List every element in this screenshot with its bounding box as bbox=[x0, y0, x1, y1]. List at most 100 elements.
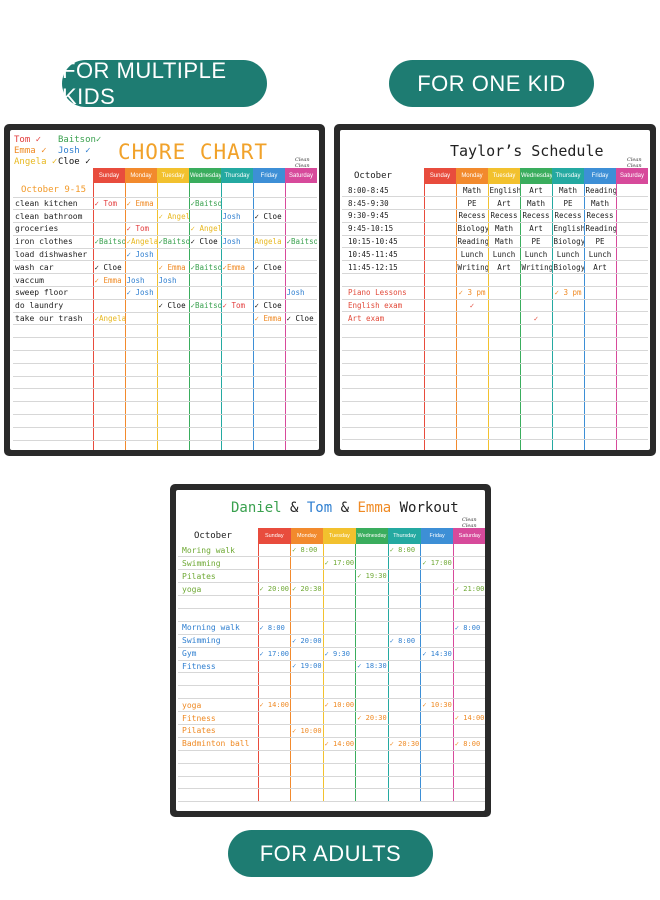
assignment-cell: ✓Baitson bbox=[188, 260, 221, 275]
day-header-saturday: Saturday bbox=[285, 168, 317, 183]
table-row: wash car✓ Cloe✓ Emma✓Baitson✓Emma✓ Cloe bbox=[13, 260, 317, 275]
workout-cell: ✓ 17:00 bbox=[257, 647, 291, 661]
schedule-cell: Writing bbox=[455, 260, 488, 275]
chore-task: vaccum bbox=[13, 273, 93, 288]
chore-task: clean bathroom bbox=[13, 209, 93, 224]
chore-table: Sunday Monday Tuesday Wednesday Thursday Frid… bbox=[13, 168, 317, 450]
workout-cell: ✓ 21:00 bbox=[452, 582, 485, 597]
chore-chart-board: Tom ✓ Baitson✓ Emma ✓ Josh ✓ Angela ✓ Cloe ✓ … bbox=[4, 124, 325, 456]
schedule-table: October Sunday Monday Tuesday Wednesday Thurs… bbox=[342, 168, 648, 450]
taylor-schedule: Taylor’s Schedule Clean Clean October Sun… bbox=[340, 130, 650, 450]
table-row bbox=[13, 363, 317, 377]
title-part: Workout bbox=[391, 500, 459, 516]
schedule-title: Taylor’s Schedule bbox=[450, 142, 604, 160]
assignment-cell: ✓ Emma bbox=[156, 260, 189, 275]
workout-cell: ✓ 14:00 bbox=[257, 698, 291, 713]
assignment-cell: ✓Baitson bbox=[284, 235, 317, 249]
table-row bbox=[342, 363, 648, 377]
legend-entry: Josh ✓ bbox=[58, 146, 91, 156]
assignment-cell: ✓ Cloe bbox=[252, 260, 285, 275]
schedule-cell: PE bbox=[551, 196, 584, 211]
day-header-monday: Monday bbox=[125, 168, 157, 183]
assignment-cell: ✓ Cloe bbox=[252, 299, 285, 313]
activity: Morning walk bbox=[178, 621, 258, 635]
time-slot: Piano Lessons bbox=[342, 286, 424, 300]
assignment-cell: ✓ Emma bbox=[252, 312, 285, 326]
schedule-cell: Math bbox=[487, 222, 520, 236]
activity: yoga bbox=[178, 582, 258, 597]
schedule-cell: Math bbox=[455, 184, 488, 198]
workout-cell: ✓ 17:00 bbox=[322, 556, 356, 571]
table-row bbox=[178, 608, 485, 622]
assignment-cell: ✓ Cloe bbox=[252, 209, 285, 224]
assignment-cell: ✓ Angela bbox=[156, 209, 189, 224]
table-row: Fitness ✓ 20:30 ✓ 14:00 bbox=[178, 711, 485, 725]
day-header-friday: Friday bbox=[253, 168, 285, 183]
time-slot: 10:15-10:45 bbox=[342, 235, 424, 249]
workout-cell: ✓ 14:00 bbox=[322, 737, 356, 751]
assignment-cell: ✓Baitson bbox=[156, 235, 189, 249]
workout-table: October Sunday Monday Tuesday Wednesday Thurs… bbox=[178, 528, 485, 803]
workout-board: Daniel & Tom & Emma Workout Clean Clean … bbox=[170, 484, 491, 817]
time-slot: English exam bbox=[342, 299, 424, 313]
table-row: 8:45-9:30 PE Art Math PE Math bbox=[342, 196, 648, 211]
workout-cell: ✓ 19:00 bbox=[290, 660, 324, 674]
table-row bbox=[342, 427, 648, 441]
schedule-cell: Math bbox=[519, 196, 552, 211]
activity: Pilates bbox=[178, 724, 258, 738]
day-header-sunday: Sunday bbox=[258, 528, 291, 544]
table-row: Pilates ✓ 10:00 bbox=[178, 724, 485, 738]
table-row: Piano Lessons ✓ 3 pm ✓ 3 pm bbox=[342, 286, 648, 300]
workout-cell: ✓ 8:00 bbox=[290, 544, 324, 558]
day-header-wednesday: Wednesday bbox=[355, 528, 389, 544]
workout-cell: ✓ 10:30 bbox=[420, 698, 454, 713]
brand-logo: Clean Clean bbox=[295, 157, 310, 169]
table-row: Moring walk ✓ 8:00 ✓ 8:00 bbox=[178, 544, 485, 558]
title-part: & bbox=[281, 500, 307, 516]
activity: Gym bbox=[178, 647, 258, 661]
table-row: iron clothes✓Baitson✓Angela✓Baitson✓ Clo… bbox=[13, 235, 317, 249]
table-row: clean kitchen✓ Tom✓ Emma ✓Baitson bbox=[13, 197, 317, 211]
table-row bbox=[13, 324, 317, 339]
day-header-sunday: Sunday bbox=[424, 168, 456, 184]
legend-entry: Tom ✓ bbox=[14, 135, 42, 145]
activity: Swimming bbox=[178, 556, 258, 571]
workout-cell: ✓ 20:00 bbox=[257, 582, 291, 597]
assignment-cell: Josh bbox=[156, 273, 189, 288]
assignment-cell: ✓ Tom bbox=[92, 197, 125, 211]
schedule-cell: Art bbox=[487, 260, 520, 275]
schedule-cell: Reading bbox=[455, 235, 488, 249]
schedule-cell: Reading bbox=[583, 184, 616, 198]
day-header-tuesday: Tuesday bbox=[157, 168, 189, 183]
legend-entry: Baitson✓ bbox=[58, 135, 102, 145]
workout-cell: ✓ 8:00 bbox=[257, 621, 291, 635]
table-row bbox=[13, 388, 317, 403]
time-slot: 9:30-9:45 bbox=[342, 209, 424, 223]
schedule-cell: Biology bbox=[455, 222, 488, 236]
week-date: October 9-15 bbox=[13, 183, 93, 198]
schedule-cell: English bbox=[487, 184, 520, 198]
table-row bbox=[342, 324, 648, 339]
assignment-cell: ✓ Tom bbox=[124, 222, 157, 236]
day-header-wednesday: Wednesday bbox=[520, 168, 552, 184]
schedule-cell: Art bbox=[583, 260, 616, 275]
table-row bbox=[13, 337, 317, 352]
table-row bbox=[178, 685, 485, 700]
table-row bbox=[13, 401, 317, 416]
schedule-cell: Biology bbox=[551, 235, 584, 249]
month-label: October bbox=[342, 168, 424, 184]
assignment-cell: ✓ Josh bbox=[124, 286, 157, 300]
assignment-cell: ✓ Cloe bbox=[92, 260, 125, 275]
workout-title: Daniel & Tom & Emma Workout bbox=[231, 500, 459, 516]
activity: Fitness bbox=[178, 711, 258, 725]
title-part: Tom bbox=[306, 500, 333, 516]
chore-task: do laundry bbox=[13, 299, 93, 313]
table-row: 8:00-8:45 Math English Art Math Reading bbox=[342, 184, 648, 198]
table-row: vaccum ✓ Emma Josh Josh bbox=[13, 273, 317, 288]
table-row: Gym ✓ 17:00 ✓ 9:30 ✓ 14:30 bbox=[178, 647, 485, 661]
taylor-schedule-board: Taylor’s Schedule Clean Clean October Sun… bbox=[334, 124, 656, 456]
table-row: Art exam ✓ bbox=[342, 311, 648, 326]
table-row: Morning walk ✓ 8:00 ✓ 8:00 bbox=[178, 621, 485, 635]
assignment-cell: Josh bbox=[220, 209, 253, 224]
table-row: take our trash ✓Angela ✓ Emma ✓ Cloe bbox=[13, 312, 317, 326]
